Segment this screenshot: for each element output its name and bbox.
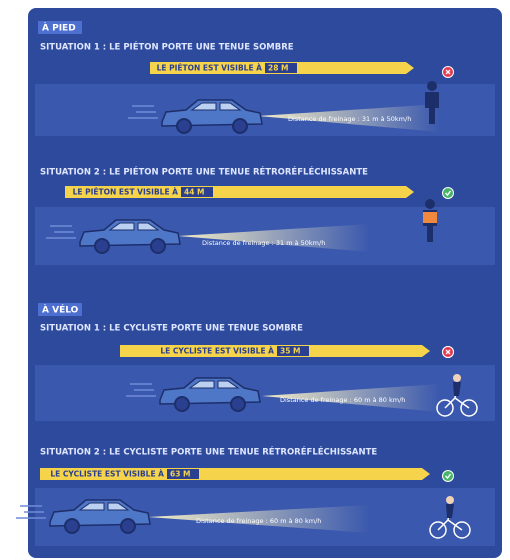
visibility-text: LE PIÉTON EST VISIBLE À [73,188,179,197]
status-icon [442,187,454,199]
distance: 28 M [268,64,289,73]
braking-distance: Distance de freinage : 31 m à 50km/h [202,239,325,247]
visibility-text: LE PIÉTON EST VISIBLE À [157,64,263,73]
braking-distance: Distance de freinage : 60 m à 80 km/h [280,396,405,404]
visibility-text: LE CYCLISTE EST VISIBLE À [50,470,164,479]
visibility-text: LE CYCLISTE EST VISIBLE À [160,347,274,356]
situation-title: SITUATION 2 : LE CYCLISTE PORTE UNE TENU… [40,446,377,458]
situation-title: SITUATION 1 : LE PIÉTON PORTE UNE TENUE … [40,41,294,53]
section-label: À PIED [42,22,76,34]
situation-title: SITUATION 2 : LE PIÉTON PORTE UNE TENUE … [40,166,368,178]
status-icon [442,66,454,78]
status-icon [442,470,454,482]
distance: 35 M [280,347,301,356]
distance: 63 M [170,470,191,479]
braking-distance: Distance de freinage : 60 m à 80 km/h [196,517,321,525]
status-icon [442,346,454,358]
infographic: À PIED SITUATION 1 : LE PIÉTON PORTE UNE… [0,0,510,560]
distance: 44 M [184,188,205,197]
section-label: À VÉLO [42,304,79,316]
braking-distance: Distance de freinage : 31 m à 50km/h [288,115,411,123]
situation-title: SITUATION 1 : LE CYCLISTE PORTE UNE TENU… [40,324,303,334]
